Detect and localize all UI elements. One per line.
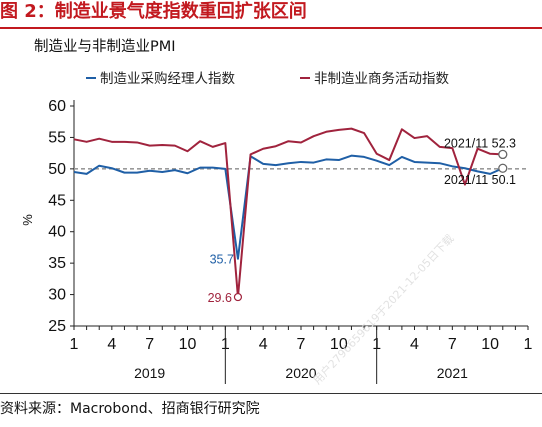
y-tick-label: 50 [48, 161, 66, 178]
footer-divider [0, 393, 542, 394]
y-tick-label: 25 [48, 318, 66, 335]
data-label-min-manufacturing: 35.7 [210, 253, 234, 267]
min-marker-nonmanufacturing [233, 292, 243, 302]
figure-title: 图 2：制造业景气度指数重回扩张区间 [0, 1, 307, 22]
data-label-min-nonmanufacturing: 29.6 [208, 291, 232, 305]
x-tick-label: 4 [107, 336, 116, 353]
year-label: 2021 [437, 365, 468, 381]
title-divider [0, 27, 542, 29]
y-tick-label: 55 [48, 129, 66, 146]
data-label-latest-manufacturing: 2021/11 50.1 [444, 173, 516, 187]
x-tick-label: 7 [448, 336, 457, 353]
source-note: 资料来源：Macrobond、招商银行研究院 [0, 401, 260, 417]
latest-marker-manufacturing [498, 163, 508, 173]
x-tick-label: 4 [259, 336, 268, 353]
x-tick-label: 7 [145, 336, 154, 353]
data-label-latest-nonmanufacturing: 2021/11 52.3 [444, 136, 516, 150]
year-label: 2019 [134, 365, 165, 381]
series-group [73, 127, 504, 299]
chart-title: 制造业与非制造业PMI [34, 39, 176, 55]
legend-label-1: 非制造业商务活动指数 [314, 71, 449, 87]
x-tick-label: 1 [70, 336, 79, 353]
series-line-0 [73, 154, 504, 260]
x-tick-label: 10 [179, 336, 197, 353]
y-tick-label: 40 [48, 224, 66, 241]
y-tick-label: 60 [48, 98, 66, 115]
annotation-group: 29.6 35.7 2021/11 52.3 2021/11 50.1 [208, 136, 516, 305]
x-tick-label: 7 [297, 336, 306, 353]
y-axis-label: % [20, 214, 35, 226]
chart-legend: 制造业采购经理人指数 非制造业商务活动指数 [86, 71, 449, 87]
x-tick-label: 10 [481, 336, 499, 353]
legend-label-0: 制造业采购经理人指数 [100, 71, 235, 87]
watermark: 用户2796659619于2021-12-05日下载 [310, 231, 457, 387]
y-tick-label: 45 [48, 192, 66, 209]
x-tick-label: 4 [410, 336, 419, 353]
pmi-line-chart: 制造业采购经理人指数 非制造业商务活动指数 25 30 35 40 45 50 55 60% 1 4… [20, 71, 533, 387]
x-tick-label: 1 [524, 336, 533, 353]
y-tick-label: 35 [48, 255, 66, 272]
y-tick-label: 30 [48, 287, 66, 304]
series-line-1 [73, 127, 503, 299]
x-tick-label: 10 [330, 336, 348, 353]
latest-marker-nonmanufacturing [498, 149, 508, 160]
year-label: 2020 [285, 365, 316, 381]
